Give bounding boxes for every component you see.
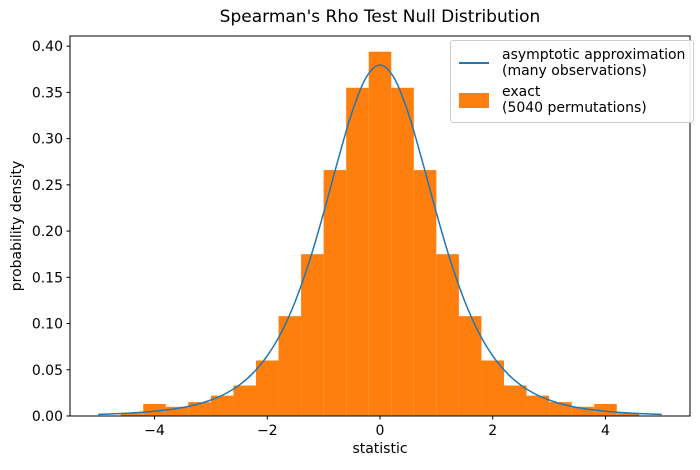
y-tick-label: 0.20 [32, 224, 63, 240]
histogram-bar [526, 395, 550, 416]
legend-line-swatch [459, 62, 489, 64]
histogram-bar [346, 87, 369, 416]
histogram-bar [436, 254, 459, 416]
histogram-bar [458, 316, 482, 416]
x-tick-label: 0 [376, 423, 385, 439]
histogram-bar [571, 406, 595, 416]
histogram-bar [481, 360, 504, 416]
histogram-bar [594, 403, 617, 416]
chart-title: Spearman's Rho Test Null Distribution [219, 7, 541, 27]
histogram-bar [391, 87, 414, 416]
histogram-bar [616, 413, 640, 416]
y-tick-label: 0.05 [32, 363, 63, 379]
x-tick-label: −4 [144, 423, 165, 439]
y-tick-label: 0.15 [32, 270, 63, 286]
x-tick-label: −2 [257, 423, 278, 439]
histogram-bar [413, 170, 437, 416]
histogram-bar [301, 254, 324, 416]
legend-label-line1: asymptotic approximation [502, 47, 686, 63]
histogram-bar [143, 403, 166, 416]
x-axis-label: statistic [352, 441, 408, 457]
legend-patch-swatch [459, 92, 489, 108]
y-tick-label: 0.30 [32, 132, 63, 148]
y-tick-label: 0.35 [32, 85, 63, 101]
histogram-bar [256, 360, 279, 416]
histogram-bar [368, 51, 392, 416]
histogram-bar [233, 385, 256, 416]
x-tick-label: 4 [601, 423, 610, 439]
legend-label-line1: exact [502, 84, 541, 100]
legend-entry-exact: exact (5040 permutations) [459, 84, 685, 116]
histogram-bar [210, 395, 234, 416]
histogram-bar [323, 170, 347, 416]
histogram-bar [278, 316, 302, 416]
histogram-bar [504, 385, 527, 416]
density-curve [98, 64, 662, 416]
y-tick-label: 0.40 [32, 39, 63, 55]
y-tick-label: 0.10 [32, 317, 63, 333]
legend: asymptotic approximation (many observati… [450, 40, 695, 123]
legend-label-line2: (5040 permutations) [502, 100, 647, 116]
y-tick-label: 0.25 [32, 178, 63, 194]
legend-entry-asymptotic: asymptotic approximation (many observati… [459, 47, 685, 79]
legend-label-line2: (many observations) [502, 63, 647, 79]
x-tick-label: 2 [488, 423, 497, 439]
histogram-bar [120, 413, 144, 416]
y-axis-label: probability density [9, 160, 25, 292]
histogram-bar [165, 406, 189, 416]
y-tick-label: 0.00 [32, 409, 63, 425]
